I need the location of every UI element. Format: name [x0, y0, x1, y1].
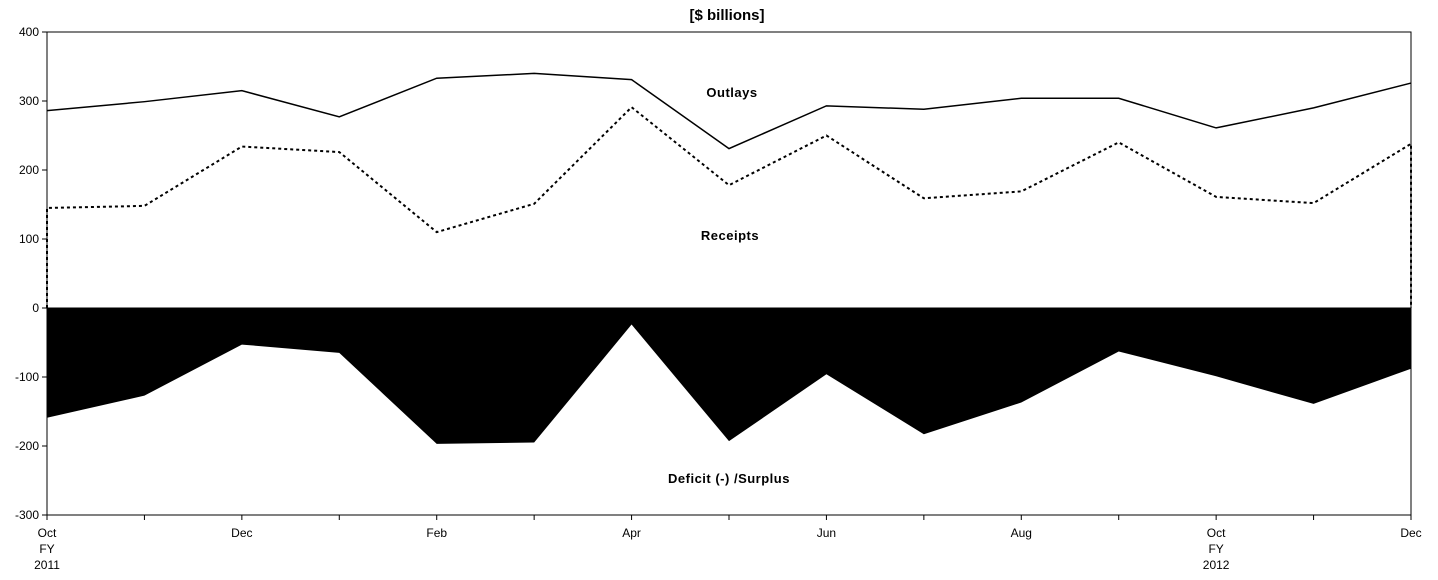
outlays-line: [46, 72, 1412, 150]
x-tick-label: Dec: [1400, 526, 1421, 540]
y-tick-label: 300: [19, 94, 39, 108]
chart-labels: Outlays Receipts Deficit (-) /Surplus: [668, 85, 790, 486]
x-tick-label: Oct FY 2012: [1203, 526, 1230, 572]
y-tick-label: -100: [15, 370, 39, 384]
y-tick-label: 0: [32, 301, 39, 315]
y-tick-label: -200: [15, 439, 39, 453]
x-tick-label: Apr: [622, 526, 641, 540]
axes: -300 -200 -100 0 100 200 300 400 Oct FY 2011 Dec Feb…: [15, 25, 1422, 572]
y-tick-label: 200: [19, 163, 39, 177]
plot-frame: [46, 31, 1412, 516]
y-tick-label: 400: [19, 25, 39, 39]
series-label-outlays: Outlays: [706, 85, 757, 100]
x-tick-label: Dec: [231, 526, 252, 540]
y-tick-label: -300: [15, 508, 39, 522]
chart-title: [$ billions]: [690, 7, 765, 24]
deficit-area: [47, 308, 1411, 444]
receipts-line: [46, 105, 1412, 308]
x-tick-label: Aug: [1011, 526, 1032, 540]
chart-marks: [46, 72, 1412, 444]
series-label-deficit: Deficit (-) /Surplus: [668, 471, 790, 486]
x-tick-label: Jun: [817, 526, 836, 540]
y-tick-label: 100: [19, 232, 39, 246]
x-tick-label: Oct FY 2011: [34, 526, 60, 572]
series-label-receipts: Receipts: [701, 228, 759, 243]
x-tick-label: Feb: [426, 526, 447, 540]
